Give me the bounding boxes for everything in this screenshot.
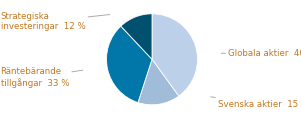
Text: Räntebärande
tillgångar  33 %: Räntebärande tillgångar 33 % — [1, 67, 83, 88]
Wedge shape — [121, 14, 152, 59]
Text: Svenska aktier  15 %: Svenska aktier 15 % — [211, 97, 301, 109]
Wedge shape — [138, 59, 179, 105]
Text: Globala aktier  40 %: Globala aktier 40 % — [221, 49, 301, 58]
Wedge shape — [152, 14, 197, 96]
Wedge shape — [107, 26, 152, 103]
Text: Strategiska
investeringar  12 %: Strategiska investeringar 12 % — [1, 12, 110, 31]
